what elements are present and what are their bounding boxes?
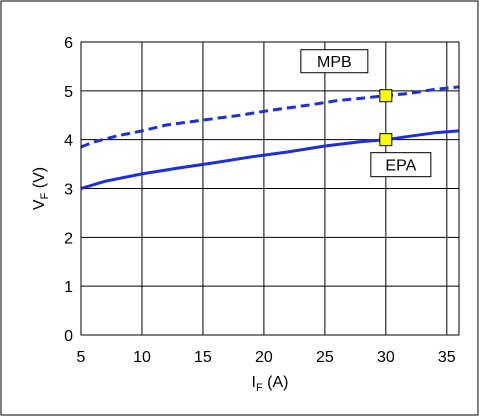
series-layer [80,85,460,190]
y-axis-label-main: V [31,199,48,210]
x-tick-label: 5 [77,349,86,366]
series-line-mpb [80,85,460,149]
y-axis-label-subscript: F [39,192,51,199]
marker-layer [379,89,393,147]
y-tick-label: 1 [64,279,73,296]
x-axis-label-subscript: F [256,382,263,394]
x-tick-label: 15 [194,349,212,366]
annotation-mpb: MPB [300,49,369,74]
y-tick-label: 5 [64,84,73,101]
annotation-epa-box [370,152,432,178]
y-tick-label: 3 [64,182,73,199]
x-axis-label-unit: (A) [263,374,289,391]
grid [80,41,459,336]
y-tick-label: 0 [64,328,73,345]
x-tick-label: 10 [133,349,151,366]
y-tick-label: 2 [64,230,73,247]
y-axis-label: VF (V) [31,167,51,210]
series-line-epa [80,129,460,190]
annotation-mpb-label: MPB [317,54,352,71]
marker-mpb [379,89,393,103]
x-tick-label: 20 [255,349,273,366]
plot-area-border [80,41,460,336]
x-tick-label: 25 [316,349,334,366]
y-tick-label: 4 [64,133,73,150]
annotation-mpb-box [300,49,369,74]
x-axis-label-main: I [252,374,256,391]
y-tick-label: 6 [64,35,73,52]
annotation-epa-label: EPA [385,158,416,175]
y-axis-label-unit: (V) [31,167,48,193]
tick-labels: 0 1 2 3 4 5 6 5 10 15 20 25 30 35 [64,35,456,366]
x-tick-label: 30 [377,349,395,366]
marker-epa [379,133,393,147]
annotation-epa: EPA [370,152,432,178]
x-axis-label: IF (A) [252,374,289,394]
x-tick-label: 35 [438,349,456,366]
